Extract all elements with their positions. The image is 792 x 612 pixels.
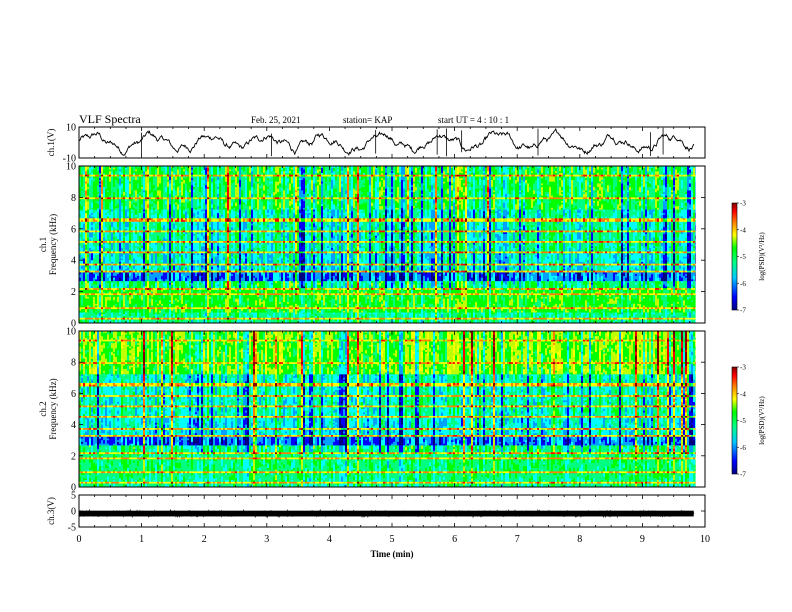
date-label: Feb. 25, 2021 — [251, 115, 301, 125]
panel-frame — [79, 127, 705, 158]
figure-title: VLF Spectra — [79, 112, 141, 126]
y-tick-label: 10 — [66, 123, 76, 134]
station-label: station= KAP — [343, 115, 392, 125]
y-axis-label: ch.1(V) — [46, 129, 56, 157]
spectrogram-cells — [79, 166, 705, 323]
ch1-trace — [79, 129, 694, 155]
start-time-label: start UT = 4 : 10 : 1 — [438, 115, 509, 125]
vlf-figure: VLF Spectra Feb. 25, 2021 station= KAP s… — [0, 0, 792, 612]
